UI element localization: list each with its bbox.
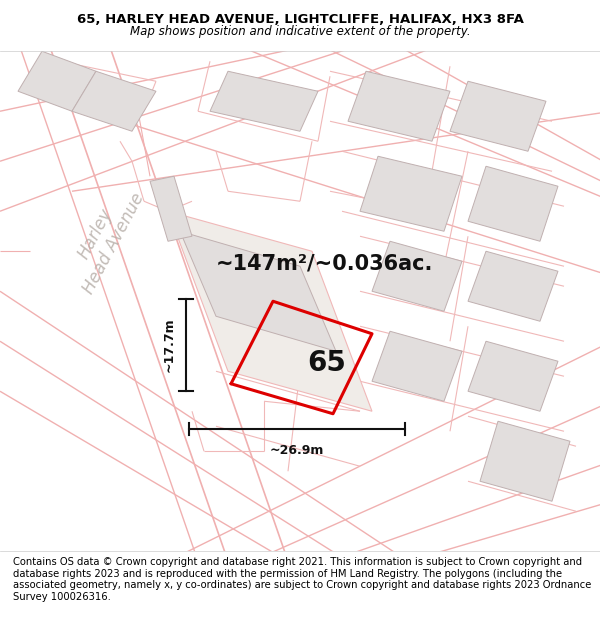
- Polygon shape: [480, 421, 570, 501]
- Polygon shape: [150, 176, 192, 241]
- Text: ~17.7m: ~17.7m: [162, 318, 175, 372]
- Polygon shape: [168, 211, 372, 411]
- Polygon shape: [348, 71, 450, 141]
- Text: Harley
Head Avenue: Harley Head Avenue: [62, 181, 148, 297]
- Polygon shape: [180, 231, 336, 351]
- Polygon shape: [18, 51, 96, 111]
- Polygon shape: [72, 71, 156, 131]
- Polygon shape: [360, 156, 462, 231]
- Polygon shape: [468, 341, 558, 411]
- Text: 65, HARLEY HEAD AVENUE, LIGHTCLIFFE, HALIFAX, HX3 8FA: 65, HARLEY HEAD AVENUE, LIGHTCLIFFE, HAL…: [77, 12, 523, 26]
- Polygon shape: [372, 241, 462, 311]
- Text: ~26.9m: ~26.9m: [270, 444, 324, 457]
- Text: Map shows position and indicative extent of the property.: Map shows position and indicative extent…: [130, 26, 470, 39]
- Text: Contains OS data © Crown copyright and database right 2021. This information is : Contains OS data © Crown copyright and d…: [13, 557, 592, 602]
- Polygon shape: [450, 81, 546, 151]
- Text: 65: 65: [307, 349, 346, 377]
- Polygon shape: [372, 331, 462, 401]
- Text: ~147m²/~0.036ac.: ~147m²/~0.036ac.: [216, 254, 433, 274]
- Polygon shape: [210, 71, 318, 131]
- Polygon shape: [468, 166, 558, 241]
- Polygon shape: [468, 251, 558, 321]
